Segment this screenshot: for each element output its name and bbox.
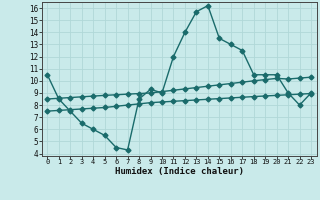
X-axis label: Humidex (Indice chaleur): Humidex (Indice chaleur) xyxy=(115,167,244,176)
